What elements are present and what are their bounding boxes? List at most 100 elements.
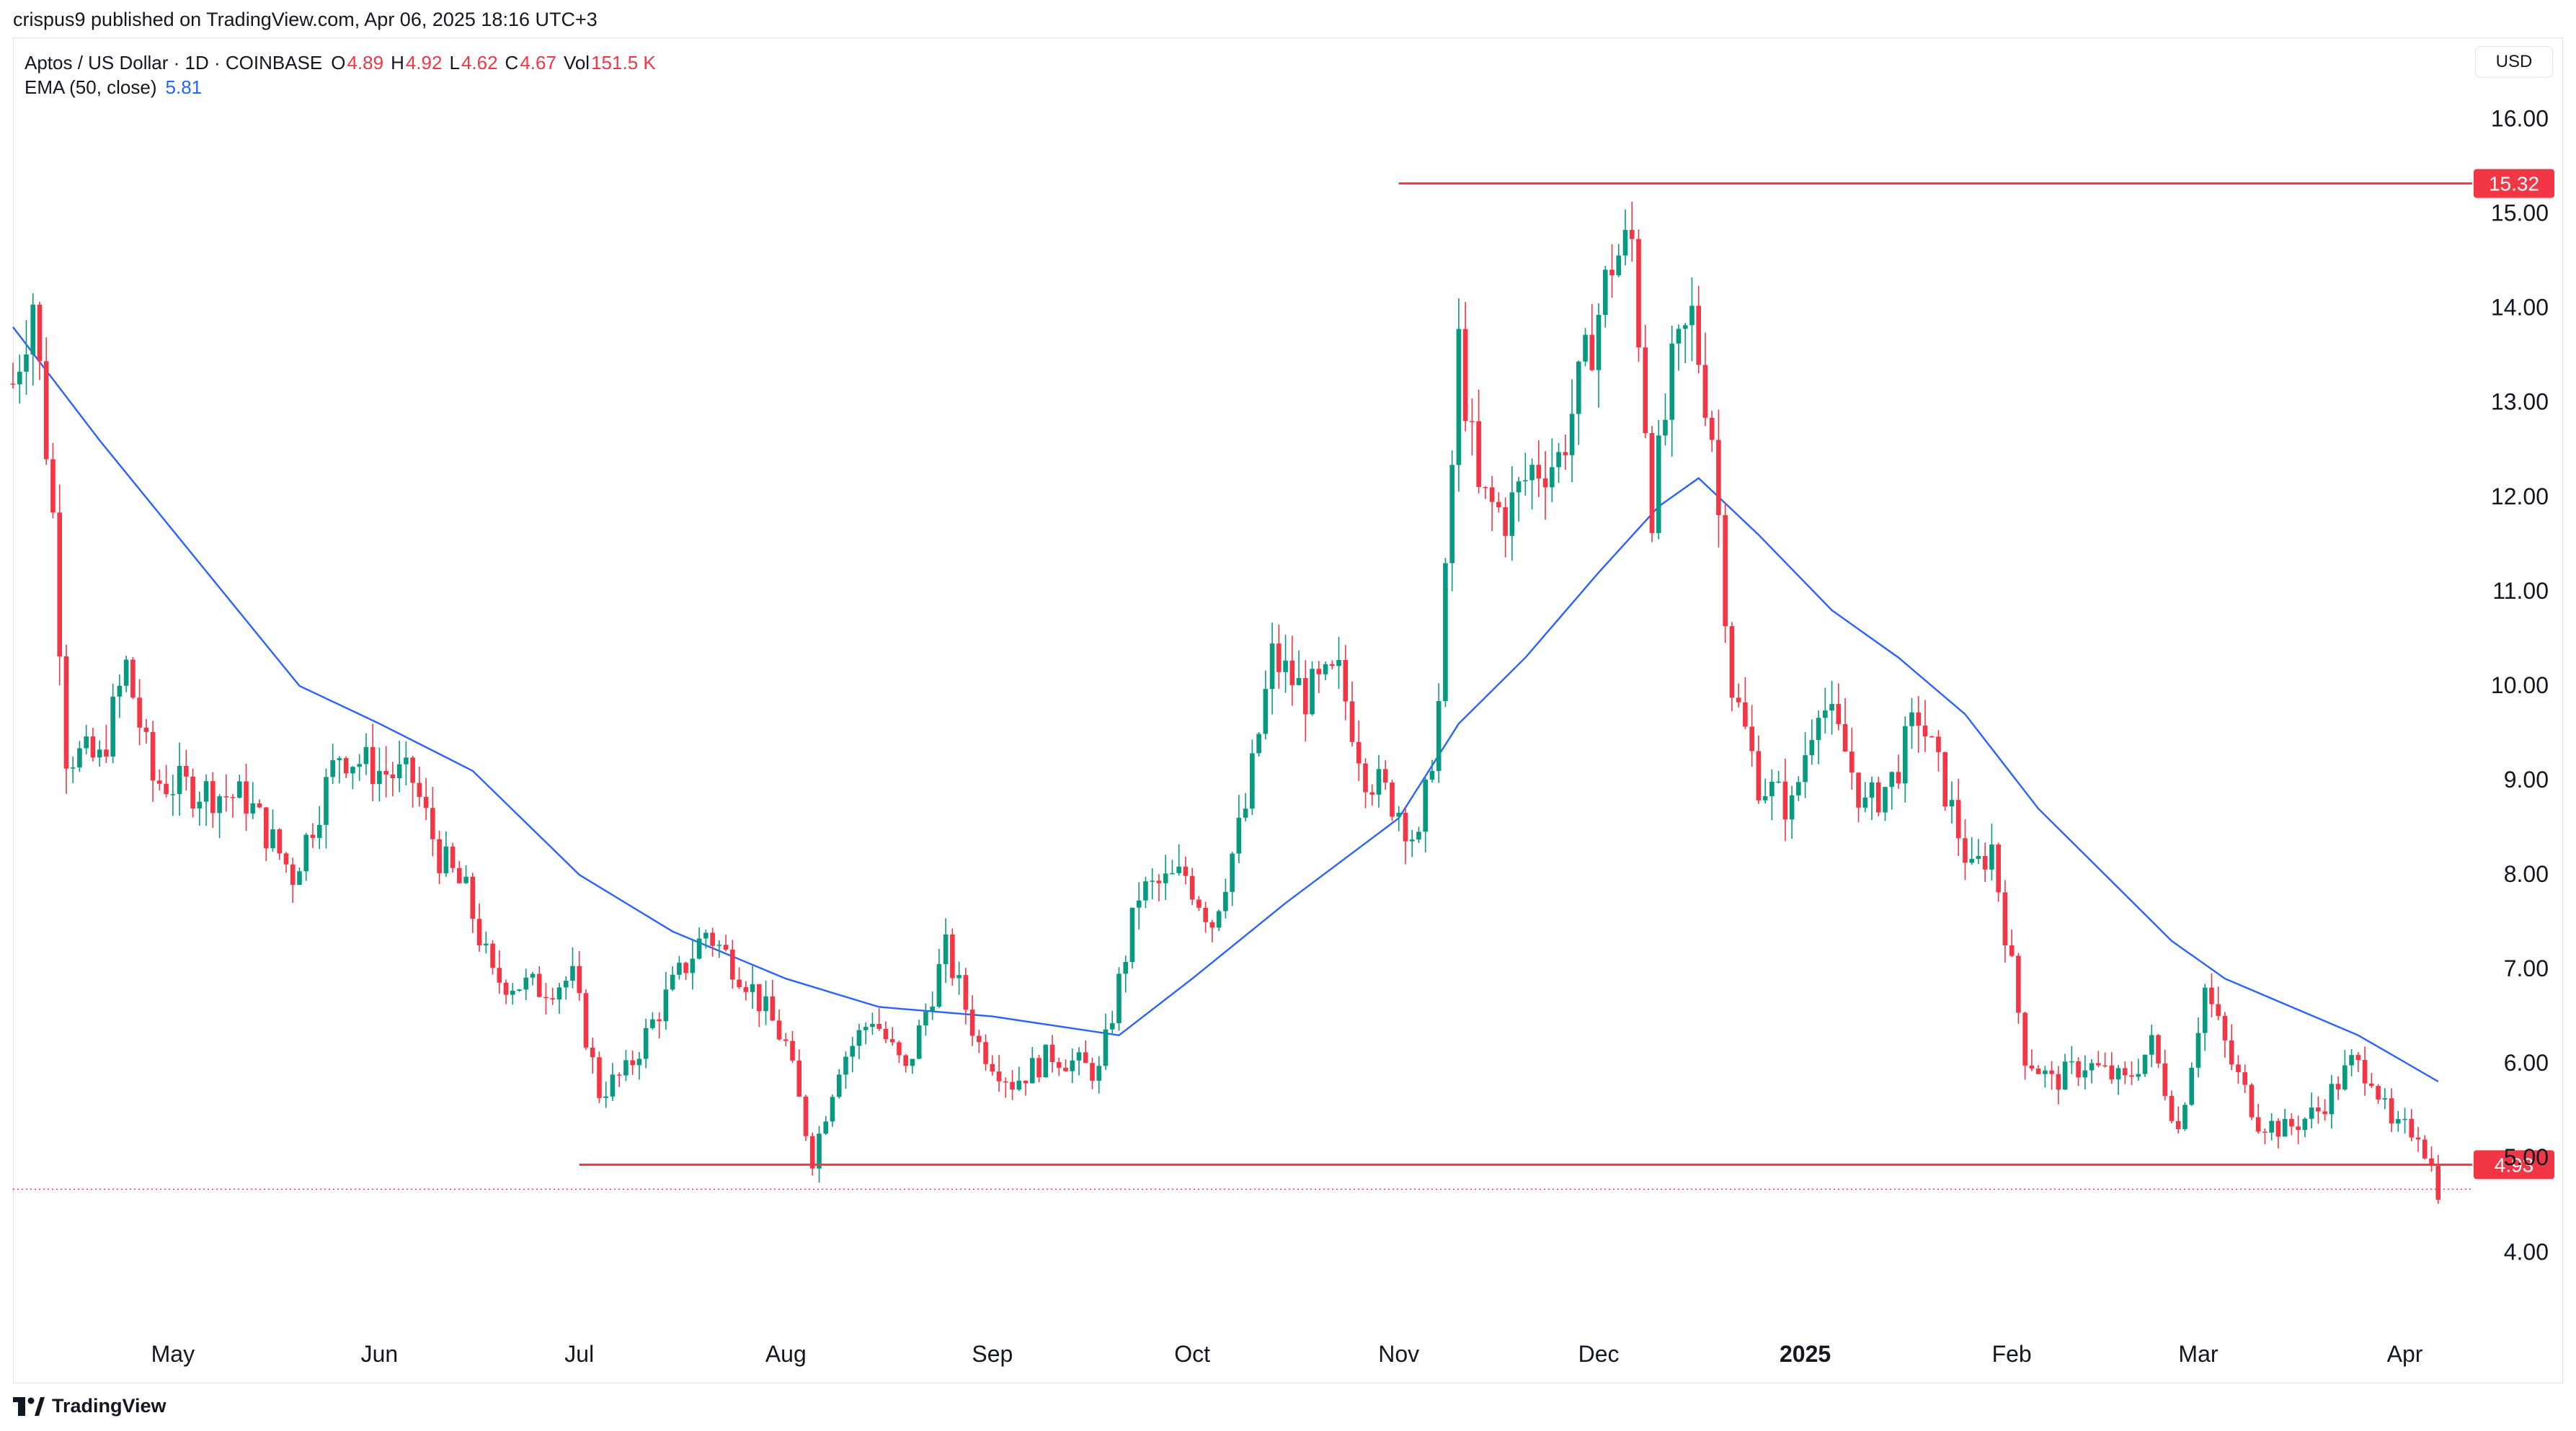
candle-body bbox=[1503, 507, 1508, 536]
candle-body bbox=[1250, 753, 1255, 809]
candle-body bbox=[1596, 314, 1602, 370]
candle-body bbox=[137, 697, 142, 728]
candle bbox=[1369, 784, 1375, 806]
candle-body bbox=[803, 1096, 809, 1136]
candle bbox=[883, 1021, 889, 1043]
y-tick-label: 12.00 bbox=[2491, 483, 2549, 509]
candle bbox=[2175, 1106, 2181, 1134]
candle bbox=[1223, 878, 1228, 919]
candle-body bbox=[883, 1028, 889, 1040]
candle bbox=[457, 860, 462, 884]
candle bbox=[84, 724, 89, 754]
footer-brand: TradingView bbox=[52, 1395, 166, 1417]
candle bbox=[923, 1003, 928, 1036]
candle bbox=[650, 1012, 655, 1030]
candle-body bbox=[2175, 1120, 2181, 1130]
ema-line-group bbox=[12, 326, 2439, 1083]
candle bbox=[377, 747, 382, 802]
level-label-box bbox=[2474, 169, 2554, 198]
candle bbox=[2115, 1064, 2121, 1095]
candle bbox=[2389, 1088, 2394, 1133]
candle-body bbox=[2129, 1075, 2134, 1077]
candle bbox=[2056, 1066, 2061, 1105]
candle-body bbox=[583, 993, 589, 1048]
candle-body bbox=[1529, 465, 1535, 481]
candle-body bbox=[2349, 1055, 2354, 1066]
candle-body bbox=[84, 736, 89, 749]
candle bbox=[2296, 1115, 2301, 1144]
candle bbox=[430, 787, 435, 857]
candle-body bbox=[1862, 797, 1868, 808]
candle-body bbox=[1403, 813, 1408, 842]
chart-legend[interactable]: Aptos / US Dollar · 1D · COINBASE O 4.89 H… bbox=[25, 50, 656, 99]
candle-body bbox=[37, 304, 43, 362]
candle bbox=[1663, 393, 1668, 446]
candle-body bbox=[1622, 230, 1628, 256]
candle bbox=[1356, 720, 1362, 782]
candle bbox=[2076, 1057, 2081, 1087]
candle bbox=[1809, 719, 1815, 765]
candle bbox=[763, 980, 768, 1025]
candle-body bbox=[1756, 751, 1762, 801]
candle bbox=[503, 979, 509, 1004]
candle-body bbox=[710, 932, 715, 946]
candle bbox=[2376, 1084, 2381, 1104]
candle-body bbox=[923, 1012, 928, 1026]
candle-body bbox=[30, 304, 36, 355]
candle-body bbox=[977, 1035, 982, 1043]
candle bbox=[2422, 1135, 2428, 1160]
candle bbox=[150, 721, 156, 802]
candle bbox=[1529, 458, 1535, 510]
candle-body bbox=[2022, 1012, 2028, 1066]
candle-body bbox=[1609, 269, 1615, 276]
candle bbox=[1963, 819, 1968, 881]
candle bbox=[1516, 476, 1522, 522]
candle bbox=[1503, 497, 1508, 558]
candle-body bbox=[2402, 1118, 2407, 1120]
candle bbox=[2016, 953, 2021, 1024]
candle-body bbox=[2355, 1055, 2361, 1060]
candle-body bbox=[1176, 866, 1181, 873]
y-tick-label: 6.00 bbox=[2504, 1050, 2549, 1076]
legend-ohlc-label: C bbox=[505, 52, 519, 73]
candle-body bbox=[357, 764, 362, 767]
tradingview-logo[interactable]: TradingView bbox=[13, 1395, 166, 1417]
candle-body bbox=[197, 801, 203, 808]
level-label: 4.93 bbox=[2495, 1154, 2534, 1176]
candle-body bbox=[556, 987, 562, 1000]
candle-body bbox=[636, 1058, 642, 1066]
candle-body bbox=[1709, 417, 1715, 440]
x-axis[interactable]: May Jun Jul Aug Sep Oct Nov Dec 2025 Feb Mar Apr bbox=[151, 1341, 2423, 1367]
candle bbox=[417, 766, 422, 807]
candle bbox=[184, 749, 189, 791]
candle bbox=[1476, 389, 1481, 494]
candle-body bbox=[590, 1047, 595, 1058]
candle bbox=[2262, 1128, 2268, 1145]
y-axis[interactable]: 4.00 5.00 6.00 7.00 8.00 9.00 10.00 11.00 12.00 1… bbox=[2491, 106, 2549, 1265]
candle-body bbox=[943, 934, 949, 965]
currency-selector[interactable]: USD bbox=[2475, 46, 2553, 78]
candle bbox=[450, 842, 456, 873]
candle-body bbox=[350, 767, 355, 774]
candle-body bbox=[184, 765, 189, 777]
candle bbox=[57, 484, 63, 686]
x-tick-label: Mar bbox=[2178, 1341, 2218, 1367]
candle bbox=[1776, 770, 1781, 784]
candle-body bbox=[2296, 1126, 2301, 1131]
candle bbox=[463, 865, 468, 884]
candle bbox=[190, 768, 195, 818]
candle-body bbox=[737, 979, 742, 987]
candle-body bbox=[1416, 832, 1421, 840]
candle bbox=[1049, 1035, 1055, 1073]
candle bbox=[210, 772, 216, 828]
candle-body bbox=[2262, 1131, 2268, 1133]
candle bbox=[1756, 735, 1762, 804]
candle bbox=[1996, 842, 2001, 902]
candle bbox=[1423, 777, 1428, 852]
candle bbox=[1116, 967, 1122, 1031]
candle-body bbox=[2182, 1105, 2188, 1130]
legend-ema-row: EMA (50, close) 5.81 bbox=[25, 75, 656, 99]
candle bbox=[2316, 1096, 2321, 1124]
candle-body bbox=[2076, 1061, 2081, 1078]
